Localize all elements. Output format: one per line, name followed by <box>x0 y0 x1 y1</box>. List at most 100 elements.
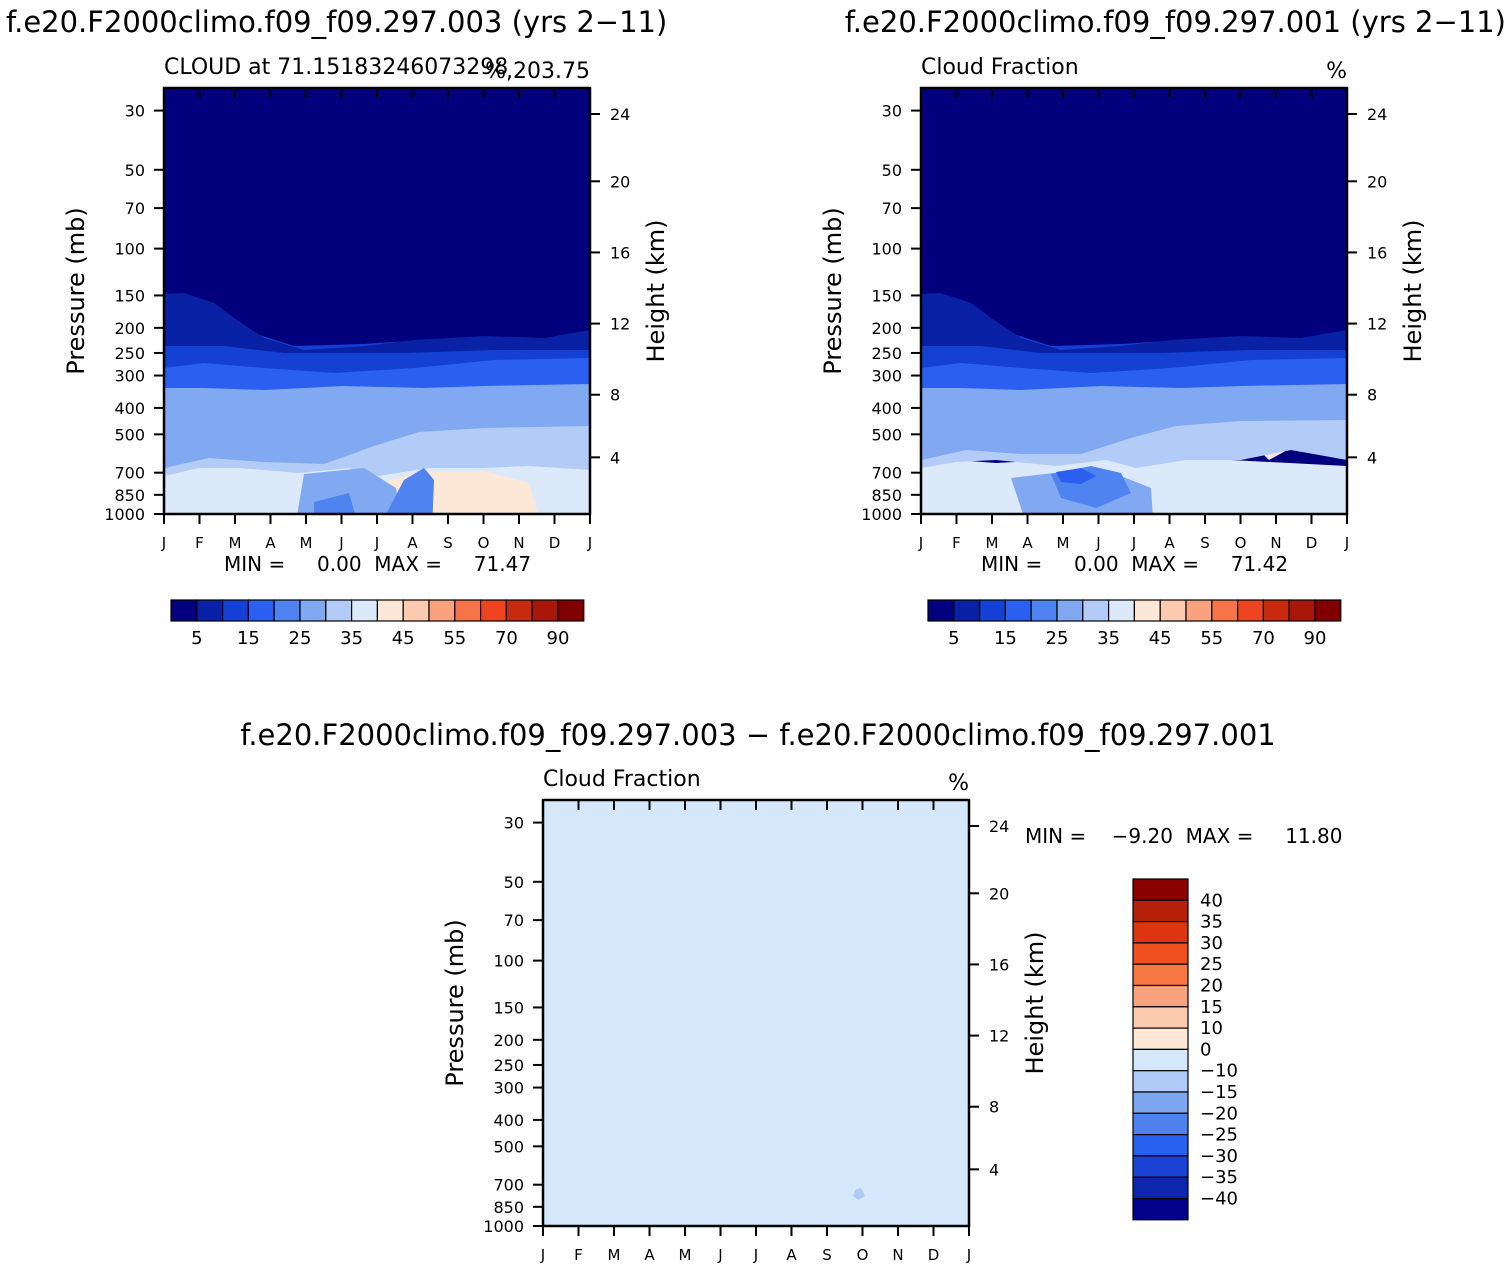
height-tick-label: 20 <box>610 172 630 191</box>
colorbar-label: 25 <box>289 628 312 649</box>
y-tick-label: 30 <box>882 102 902 121</box>
colorbar-label: 55 <box>1200 628 1223 649</box>
y-tick-label: 50 <box>125 161 145 180</box>
colorbar-box <box>978 599 1006 622</box>
y-tick-label: 700 <box>493 1176 524 1195</box>
contour-region <box>543 800 933 1226</box>
y-tick-label: 30 <box>504 814 524 833</box>
colorbar-box <box>1236 599 1264 622</box>
colorbar-box <box>505 599 533 622</box>
contour-region <box>164 293 590 353</box>
difference-header: f.e20.F2000climo.f09_f09.297.003 − f.e20… <box>240 718 1276 752</box>
colorbar-label: −30 <box>1200 1146 1238 1167</box>
colorbar-box <box>1132 1155 1189 1178</box>
height-axis-label: Height (km) <box>1399 220 1427 363</box>
y-tick-label: 1000 <box>104 505 145 524</box>
height-tick-label: 4 <box>610 448 620 467</box>
colorbar-box <box>1132 1197 1189 1221</box>
colorbar-box <box>1107 599 1135 622</box>
height-tick-label: 4 <box>989 1160 999 1179</box>
x-tick-label: N <box>1270 534 1281 552</box>
colorbar-box <box>1132 1048 1189 1072</box>
x-tick-label: M <box>986 534 999 552</box>
x-tick-label: A <box>1164 534 1175 552</box>
x-tick-label: J <box>540 1246 545 1264</box>
panel-left-string: Cloud Fraction <box>543 767 701 792</box>
contour-region <box>921 293 1347 353</box>
colorbar-label: 70 <box>1252 628 1275 649</box>
height-tick-label: 24 <box>989 817 1009 836</box>
y-tick-label: 200 <box>493 1031 524 1050</box>
x-tick-label: J <box>966 1246 971 1264</box>
colorbar-box <box>1030 599 1058 622</box>
panel-right-string: % <box>1326 59 1347 84</box>
y-tick-label: 200 <box>114 319 145 338</box>
panel-difference: Cloud Fraction % J F M A M J J A S O N D J 30 50 70 100 150… <box>441 767 1049 1264</box>
height-tick-label: 24 <box>1367 105 1387 124</box>
colorbar-label: 15 <box>1200 997 1223 1018</box>
colorbar-box <box>1132 1027 1189 1050</box>
colorbar-box <box>428 599 456 622</box>
height-tick-label: 20 <box>1367 172 1387 191</box>
colorbar-label: 10 <box>1200 1018 1223 1039</box>
y-tick-label: 70 <box>504 911 524 930</box>
colorbar-label: 70 <box>495 628 518 649</box>
colorbar-box <box>1132 1091 1189 1114</box>
colorbar-box <box>531 599 559 622</box>
contour-region <box>853 1188 865 1200</box>
colorbar-label: 30 <box>1200 933 1223 954</box>
height-tick-label: 8 <box>1367 386 1377 405</box>
contour-region <box>164 310 590 373</box>
colorbar-box <box>1132 1006 1189 1029</box>
contour-region <box>921 458 1347 514</box>
y-tick-label: 50 <box>504 873 524 892</box>
x-tick-label: O <box>857 1246 869 1264</box>
x-tick-label: J <box>918 534 923 552</box>
y-tick-label: 400 <box>871 399 902 418</box>
contour-region <box>1171 576 1286 593</box>
y-tick-label: 50 <box>882 161 902 180</box>
colorbar-label: 25 <box>1200 954 1223 975</box>
colorbar-label: 5 <box>191 628 202 649</box>
colorbar-box <box>1185 599 1213 622</box>
x-tick-label: N <box>513 534 524 552</box>
colorbar-box <box>1314 599 1342 622</box>
x-tick-label: M <box>1057 534 1070 552</box>
y-tick-label: 250 <box>493 1056 524 1075</box>
contour-fill <box>543 800 969 1226</box>
colorbar-label: 35 <box>340 628 363 649</box>
x-tick-label: M <box>300 534 313 552</box>
colorbar-box <box>1132 1070 1189 1093</box>
y-tick-label: 250 <box>114 344 145 363</box>
contour-region <box>921 310 1347 373</box>
height-tick-label: 16 <box>1367 243 1387 262</box>
colorbar-box <box>170 599 198 622</box>
contour-fill <box>164 88 590 514</box>
colorbar-box <box>480 599 508 622</box>
x-tick-label: A <box>407 534 418 552</box>
colorbar-label: −15 <box>1200 1082 1238 1103</box>
x-tick-label: F <box>574 1246 583 1264</box>
y-tick-label: 100 <box>871 240 902 259</box>
height-tick-label: 16 <box>610 243 630 262</box>
colorbar-box <box>1132 1176 1189 1200</box>
colorbar-label: 45 <box>1149 628 1172 649</box>
colorbar-label: −10 <box>1200 1061 1238 1082</box>
colorbar-box <box>1159 599 1187 622</box>
colorbar-label: −40 <box>1200 1189 1238 1210</box>
x-tick-label: O <box>1235 534 1247 552</box>
colorbar-label: 0 <box>1200 1039 1211 1060</box>
y-tick-label: 500 <box>493 1137 524 1156</box>
x-tick-label: F <box>195 534 204 552</box>
contour-region <box>386 468 434 514</box>
colorbar-label: 35 <box>1097 628 1120 649</box>
x-tick-label: D <box>1306 534 1318 552</box>
height-tick-label: 20 <box>989 884 1009 903</box>
colorbar-box <box>1056 599 1084 622</box>
colorbar-box <box>557 599 585 622</box>
height-axis-label: Height (km) <box>642 220 670 363</box>
colorbar-box <box>299 599 327 622</box>
y-tick-label: 400 <box>493 1111 524 1130</box>
contour-region <box>1056 468 1096 484</box>
colorbar-box <box>1132 878 1189 901</box>
